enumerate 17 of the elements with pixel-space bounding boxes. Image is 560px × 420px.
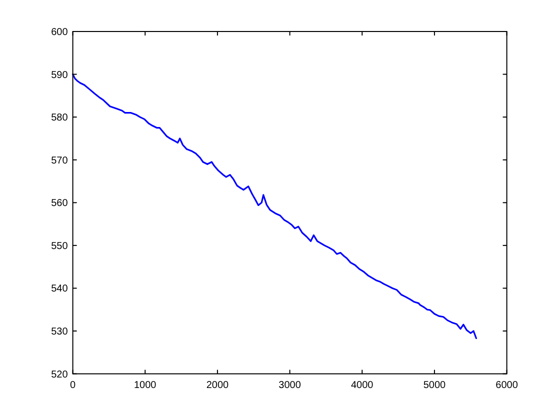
y-tick-label: 560 <box>51 198 68 210</box>
line-series <box>72 73 478 340</box>
y-tick-label: 590 <box>51 70 68 81</box>
x-tick-label: 6000 <box>496 380 518 391</box>
y-tick-label: 530 <box>51 326 68 338</box>
x-tick-label: 4000 <box>351 380 374 391</box>
y-tick-label: 520 <box>51 369 68 380</box>
x-tick-label: 3000 <box>278 380 302 391</box>
y-tick-label: 570 <box>51 155 68 166</box>
y-tick-label: 550 <box>51 240 68 252</box>
y-tick-label: 580 <box>51 112 68 124</box>
x-tick-label: 1000 <box>134 380 157 391</box>
y-tick-label: 540 <box>51 284 68 295</box>
x-tick-label: 0 <box>70 380 76 391</box>
x-tick-label: 2000 <box>206 380 230 391</box>
y-tick-label: 600 <box>51 27 68 38</box>
x-tick-label: 5000 <box>423 380 446 391</box>
